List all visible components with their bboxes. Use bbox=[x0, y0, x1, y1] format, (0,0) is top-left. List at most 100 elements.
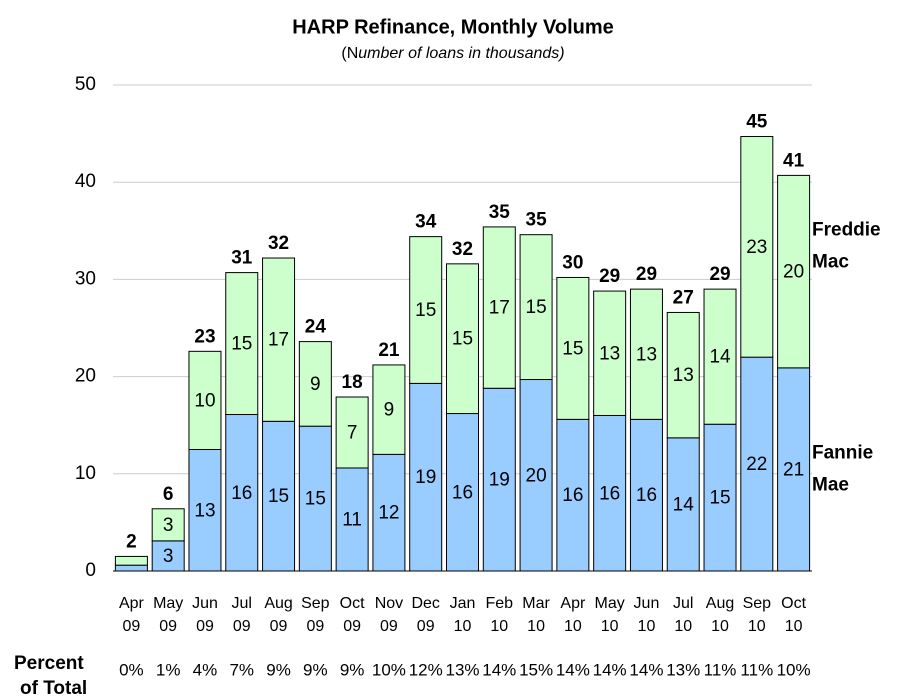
data-label: 15 bbox=[305, 489, 326, 510]
total-label: 32 bbox=[268, 233, 289, 254]
data-label: 10 bbox=[194, 390, 215, 411]
percent-label: 1% bbox=[156, 660, 181, 679]
x-tick-label: Jun 10 bbox=[634, 595, 660, 635]
data-label: 15 bbox=[415, 300, 436, 321]
total-label: 29 bbox=[599, 266, 620, 287]
data-label: 15 bbox=[452, 329, 473, 350]
x-tick-label: Jun 09 bbox=[192, 595, 218, 635]
total-label: 2 bbox=[126, 531, 137, 552]
data-label: 13 bbox=[194, 500, 215, 521]
percent-label: 7% bbox=[229, 660, 254, 679]
y-tick-label: 0 bbox=[85, 560, 96, 581]
bar-segment bbox=[556, 418, 590, 572]
bar-segment bbox=[556, 276, 590, 420]
total-label: 30 bbox=[562, 252, 583, 273]
bar-segment bbox=[335, 396, 369, 469]
total-label: 23 bbox=[194, 326, 215, 347]
x-tick-label: May 10 bbox=[595, 595, 625, 635]
percent-label: 14% bbox=[556, 660, 590, 679]
bar-segment bbox=[593, 290, 627, 416]
total-label: 41 bbox=[783, 150, 805, 171]
y-tick-label: 50 bbox=[75, 74, 96, 95]
bar-segment bbox=[777, 174, 811, 369]
bar-segment bbox=[188, 449, 222, 572]
percent-label: 11% bbox=[704, 660, 737, 679]
y-tick-label: 10 bbox=[75, 463, 96, 484]
total-label: 29 bbox=[709, 264, 730, 285]
data-label: 16 bbox=[636, 485, 657, 506]
total-label: 35 bbox=[489, 202, 511, 223]
bar-segment bbox=[225, 414, 259, 572]
data-label: 21 bbox=[783, 459, 804, 480]
x-tick-label: Jul 09 bbox=[232, 595, 252, 635]
x-tick-label: Apr 10 bbox=[560, 595, 586, 635]
data-label: 7 bbox=[347, 423, 358, 444]
percent-label: 10% bbox=[777, 660, 811, 679]
bar-segment bbox=[409, 236, 443, 384]
bar-segment bbox=[409, 382, 443, 572]
bar-segment bbox=[262, 420, 296, 572]
bar-segment bbox=[114, 564, 148, 572]
data-label: 9 bbox=[310, 374, 321, 395]
total-label: 21 bbox=[378, 340, 400, 361]
bar-segment bbox=[372, 364, 406, 455]
data-label: 17 bbox=[268, 330, 289, 351]
data-label: 16 bbox=[562, 485, 583, 506]
data-label: 15 bbox=[268, 486, 289, 507]
data-label: 19 bbox=[415, 467, 436, 488]
x-tick-label: Dec 09 bbox=[411, 595, 439, 635]
percent-label: 13% bbox=[666, 660, 700, 679]
percent-label: 10% bbox=[372, 660, 406, 679]
bar-segment bbox=[629, 288, 663, 420]
total-label: 35 bbox=[526, 210, 548, 231]
bar-segment bbox=[703, 288, 737, 425]
y-tick-label: 20 bbox=[75, 366, 96, 387]
chart-title: HARP Refinance, Monthly Volume bbox=[292, 16, 614, 38]
legend-label: Fannie Mae bbox=[812, 442, 873, 495]
percent-label: 9% bbox=[340, 660, 365, 679]
bar-segment bbox=[298, 425, 332, 572]
percent-label: 13% bbox=[445, 660, 479, 679]
bar-segment bbox=[740, 136, 774, 358]
bar-segment bbox=[298, 341, 332, 427]
total-label: 34 bbox=[415, 212, 437, 233]
data-label: 16 bbox=[231, 483, 252, 504]
percent-label: 15% bbox=[519, 660, 553, 679]
total-label: 31 bbox=[231, 248, 253, 269]
bar-segment bbox=[519, 234, 553, 381]
percent-label: 14% bbox=[593, 660, 627, 679]
percent-label: 14% bbox=[482, 660, 516, 679]
x-tick-label: Apr 09 bbox=[119, 595, 145, 635]
x-tick-label: Oct 10 bbox=[781, 595, 806, 635]
bar-segment bbox=[114, 555, 148, 566]
total-label: 29 bbox=[636, 264, 657, 285]
bar-segment bbox=[151, 508, 185, 542]
x-tick-label: Nov 09 bbox=[375, 595, 403, 635]
x-tick-label: Sep 10 bbox=[743, 595, 772, 635]
percent-title: Percent of Total bbox=[14, 653, 87, 698]
x-tick-label: Jan 10 bbox=[450, 595, 476, 635]
data-label: 12 bbox=[378, 503, 399, 524]
data-label: 3 bbox=[163, 546, 174, 567]
bar-segment bbox=[519, 379, 553, 572]
bar-segment bbox=[446, 263, 479, 415]
data-label: 13 bbox=[673, 365, 694, 386]
chart-subtitle: (Number of loans in thousands) bbox=[341, 45, 564, 62]
y-tick-label: 30 bbox=[75, 268, 96, 289]
bar-segment bbox=[482, 226, 516, 389]
data-label: 13 bbox=[599, 343, 620, 364]
x-tick-label: Mar 10 bbox=[522, 595, 550, 635]
percent-label: 12% bbox=[409, 660, 443, 679]
x-tick-label: Feb 10 bbox=[486, 595, 514, 635]
bar-segment bbox=[593, 414, 627, 572]
bar-segment bbox=[666, 311, 700, 439]
percent-label: 9% bbox=[303, 660, 328, 679]
percent-label: 11% bbox=[740, 660, 773, 679]
data-label: 15 bbox=[562, 338, 583, 359]
data-label: 15 bbox=[526, 297, 547, 318]
data-label: 14 bbox=[673, 494, 695, 515]
total-label: 45 bbox=[746, 112, 768, 133]
data-label: 3 bbox=[163, 515, 174, 536]
data-label: 15 bbox=[709, 488, 730, 509]
